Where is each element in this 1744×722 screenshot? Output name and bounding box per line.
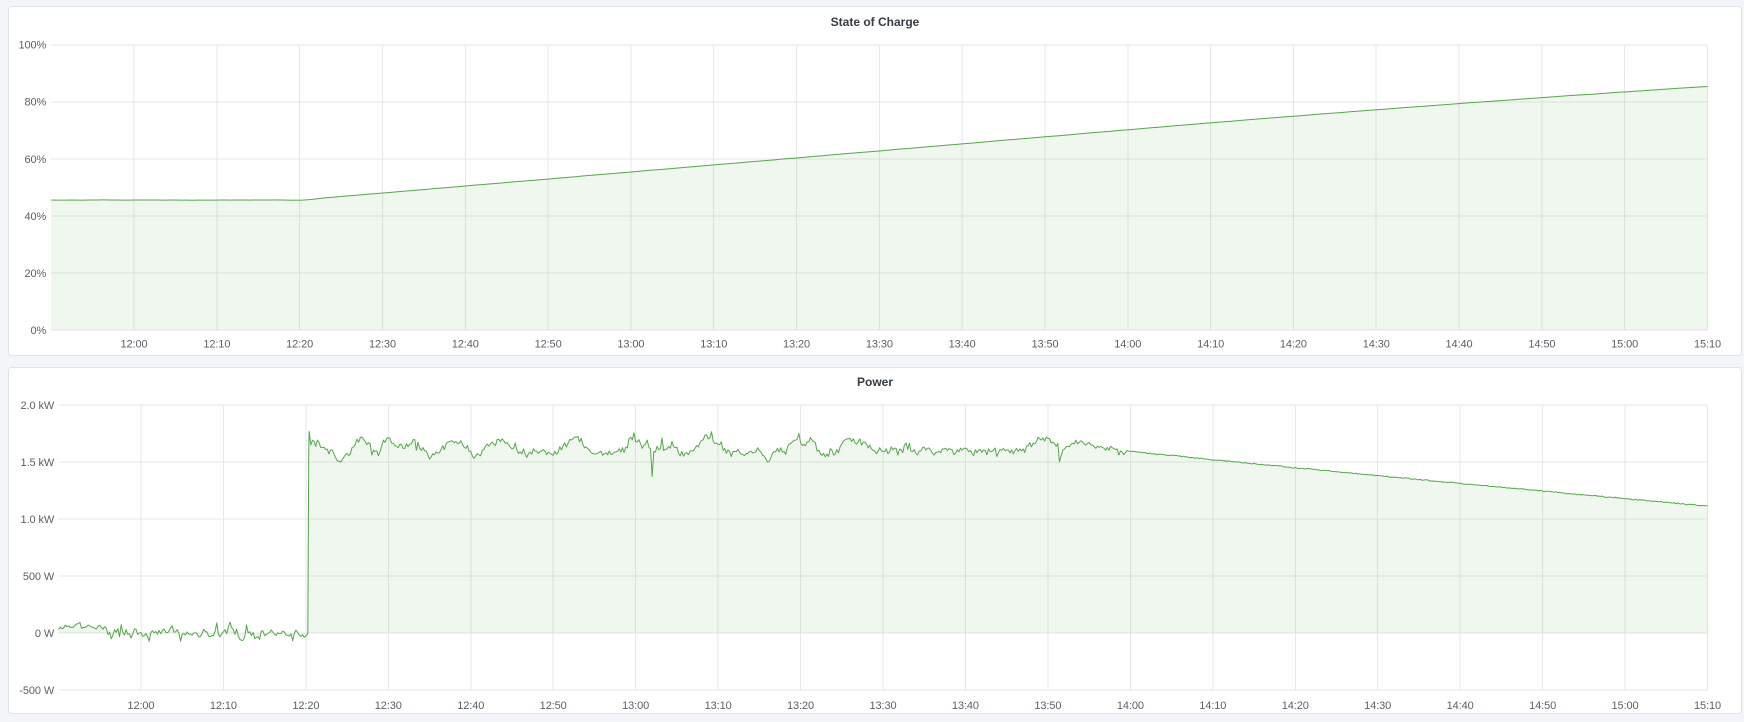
svg-text:13:20: 13:20 [787, 700, 814, 712]
svg-text:13:00: 13:00 [617, 339, 644, 351]
svg-text:14:50: 14:50 [1528, 339, 1555, 351]
svg-text:14:50: 14:50 [1529, 700, 1556, 712]
svg-text:12:30: 12:30 [369, 339, 396, 351]
svg-text:14:10: 14:10 [1197, 339, 1224, 351]
svg-text:13:50: 13:50 [1034, 700, 1061, 712]
svg-text:13:30: 13:30 [866, 339, 893, 351]
svg-text:12:20: 12:20 [292, 700, 319, 712]
svg-text:20%: 20% [24, 268, 46, 280]
svg-text:13:20: 13:20 [783, 339, 810, 351]
svg-text:14:40: 14:40 [1446, 339, 1473, 351]
svg-text:2.0 kW: 2.0 kW [21, 400, 55, 412]
svg-text:12:00: 12:00 [127, 700, 154, 712]
svg-text:60%: 60% [24, 154, 46, 166]
svg-text:12:20: 12:20 [286, 339, 313, 351]
svg-text:1.5 kW: 1.5 kW [21, 457, 55, 469]
svg-text:15:00: 15:00 [1612, 700, 1639, 712]
svg-text:13:10: 13:10 [705, 700, 732, 712]
svg-text:12:40: 12:40 [457, 700, 484, 712]
svg-text:12:00: 12:00 [120, 339, 147, 351]
svg-text:14:20: 14:20 [1282, 700, 1309, 712]
svg-text:14:20: 14:20 [1280, 339, 1307, 351]
svg-text:12:30: 12:30 [375, 700, 402, 712]
svg-text:-500 W: -500 W [19, 685, 55, 697]
svg-text:14:30: 14:30 [1364, 700, 1391, 712]
svg-text:1.0 kW: 1.0 kW [21, 514, 55, 526]
svg-text:15:00: 15:00 [1611, 339, 1638, 351]
svg-text:12:50: 12:50 [540, 700, 567, 712]
svg-text:40%: 40% [24, 211, 46, 223]
svg-text:100%: 100% [18, 40, 46, 52]
svg-text:13:30: 13:30 [869, 700, 896, 712]
svg-text:13:10: 13:10 [700, 339, 727, 351]
svg-text:14:00: 14:00 [1117, 700, 1144, 712]
svg-text:13:00: 13:00 [622, 700, 649, 712]
svg-text:14:00: 14:00 [1114, 339, 1141, 351]
svg-text:12:10: 12:10 [210, 700, 237, 712]
svg-text:12:10: 12:10 [203, 339, 230, 351]
svg-text:14:10: 14:10 [1199, 700, 1226, 712]
svg-text:80%: 80% [24, 97, 46, 109]
svg-text:13:50: 13:50 [1031, 339, 1058, 351]
svg-text:0%: 0% [30, 325, 46, 337]
svg-text:Power: Power [857, 375, 893, 389]
svg-text:13:40: 13:40 [949, 339, 976, 351]
svg-text:14:40: 14:40 [1447, 700, 1474, 712]
svg-text:14:30: 14:30 [1363, 339, 1390, 351]
svg-text:State of Charge: State of Charge [831, 15, 920, 29]
svg-text:13:40: 13:40 [952, 700, 979, 712]
svg-text:12:40: 12:40 [452, 339, 479, 351]
svg-text:12:50: 12:50 [535, 339, 562, 351]
svg-text:15:10: 15:10 [1694, 700, 1721, 712]
svg-text:15:10: 15:10 [1694, 339, 1721, 351]
svg-text:500 W: 500 W [23, 571, 55, 583]
svg-text:0 W: 0 W [35, 628, 55, 640]
